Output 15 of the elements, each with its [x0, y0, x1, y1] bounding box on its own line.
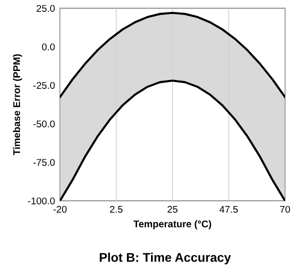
y-tick-label: 25.0	[36, 4, 55, 12]
y-tick-label: -100.0	[28, 197, 55, 204]
text: Plot B: Time Accuracy	[100, 252, 231, 264]
y-tick-label: -25.0	[33, 82, 55, 89]
x-axis-title: Temperature (°C)	[133, 220, 212, 230]
y-tick-label: 0.0	[42, 43, 55, 50]
x-tick-label: 2.5	[110, 206, 123, 213]
line-series	[60, 12, 285, 98]
x-tick-label: 70	[280, 206, 290, 213]
x-tick-label: -20	[53, 206, 67, 213]
x-tick-label: 25	[168, 206, 178, 213]
y-tick-label: -75.0	[33, 158, 55, 166]
x-tick-label: 47.5	[220, 206, 238, 213]
y-axis-title: Timebase Error (PPM)	[12, 54, 22, 156]
y-tick-label: -50.0	[33, 120, 55, 128]
